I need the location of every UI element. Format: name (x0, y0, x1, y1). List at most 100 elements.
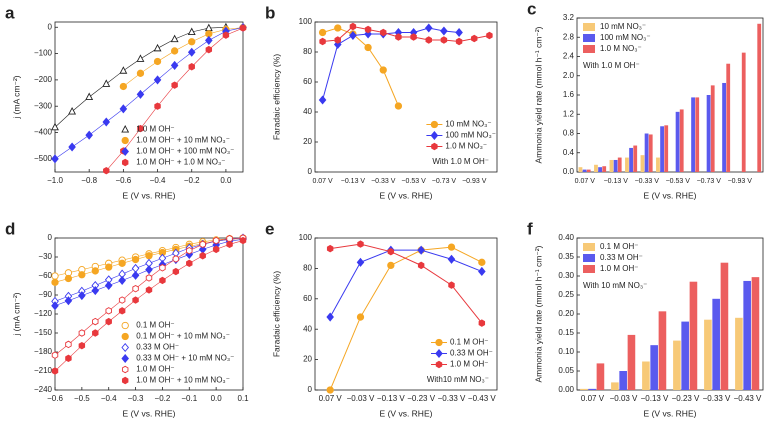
marker (478, 319, 486, 327)
x-axis-label: E (V vs. RHE) (380, 408, 433, 418)
marker (334, 36, 341, 44)
bar (594, 164, 598, 172)
series-line (322, 27, 460, 101)
x-tick-label: −0.73 V (432, 178, 457, 185)
marker (379, 66, 387, 74)
x-axis-label: E (V vs. RHE) (644, 190, 697, 200)
marker (85, 130, 93, 140)
marker (121, 332, 129, 341)
bar (640, 155, 645, 172)
x-tick-label: −0.23 V (407, 394, 435, 403)
marker (105, 317, 112, 326)
marker (318, 28, 327, 37)
marker (51, 272, 59, 280)
x-tick-label: −0.13 V (604, 178, 629, 185)
marker (199, 252, 206, 260)
marker (104, 280, 113, 291)
x-tick-label: 0.0 (211, 394, 223, 403)
marker (326, 386, 334, 394)
x-tick-label: −0.13 V (377, 394, 405, 403)
y-tick-label: −90 (38, 290, 52, 299)
x-tick-label: −0.33 V (635, 178, 660, 185)
marker (118, 296, 126, 304)
marker (78, 271, 86, 279)
marker (326, 312, 334, 322)
marker (435, 348, 443, 359)
panel-label: e (265, 219, 274, 238)
marker (105, 307, 112, 315)
marker (417, 245, 425, 255)
bar (695, 97, 700, 172)
bar (580, 388, 588, 390)
marker (121, 136, 129, 145)
marker (387, 261, 395, 270)
legend-label: 0.1 M OH⁻ (136, 321, 174, 330)
bar (582, 169, 587, 172)
marker (121, 158, 129, 167)
y-tick-label: 0.0 (563, 167, 575, 176)
bar (648, 134, 653, 172)
bar (726, 63, 731, 172)
y-axis-label: Faradaic efficiency (%) (271, 271, 281, 357)
legend-label: 0.33 M OH⁻ (600, 253, 643, 262)
x-tick-label: −0.1 (181, 394, 197, 403)
x-tick-label: −0.4 (101, 394, 117, 403)
bar (681, 321, 689, 390)
marker (145, 274, 153, 282)
bar (675, 111, 680, 172)
marker (64, 274, 73, 283)
y-tick-label: −300 (34, 101, 53, 110)
y-tick-label: 0.10 (558, 347, 574, 356)
marker (326, 244, 334, 253)
marker (170, 60, 179, 70)
legend-label: 1.0 M NO₃⁻ (600, 44, 642, 53)
marker (349, 30, 357, 41)
bar (609, 159, 614, 172)
x-tick-label: −0.3 (128, 394, 144, 403)
marker (92, 329, 99, 337)
legend-label: 1.0 M OH⁻ + 100 mM NO₃⁻ (136, 147, 234, 156)
y-tick-label: 0.40 (558, 233, 574, 242)
bar (656, 157, 660, 172)
bar (720, 262, 729, 390)
legend-label: 10 mM NO₃⁻ (445, 120, 491, 129)
marker (380, 28, 387, 37)
marker (65, 340, 72, 349)
marker (394, 102, 403, 110)
y-tick-label: 1.2 (563, 109, 575, 118)
panel-label: c (527, 0, 536, 18)
marker (318, 95, 327, 105)
marker (395, 33, 402, 41)
marker (92, 317, 99, 326)
y-tick-label: 2.0 (563, 71, 575, 80)
x-tick-label: −0.6 (47, 394, 63, 403)
marker (153, 75, 162, 85)
marker (131, 255, 140, 264)
marker (425, 36, 432, 44)
marker (172, 255, 180, 263)
x-tick-label: −0.8 (81, 176, 97, 185)
marker (78, 341, 86, 350)
x-tick-label: −0.03 V (347, 394, 375, 403)
y-tick-label: 2.8 (563, 32, 575, 41)
marker (171, 81, 178, 89)
marker (417, 261, 425, 270)
x-tick-label: −0.23 V (672, 394, 700, 403)
bar (735, 317, 743, 390)
marker (455, 27, 463, 38)
marker (478, 258, 486, 266)
marker (121, 146, 129, 157)
marker (319, 37, 326, 46)
x-tick-label: 0.07 V (581, 394, 605, 403)
bar (679, 109, 684, 172)
series-line (322, 25, 490, 43)
x-tick-label: −0.73 V (697, 178, 722, 185)
marker (187, 27, 196, 36)
bar (586, 169, 591, 172)
y-tick-label: −240 (34, 385, 53, 394)
bar (625, 157, 629, 172)
legend-label: 0.33 M OH⁻ (136, 343, 179, 352)
legend-label: 1.0 M OH⁻ (136, 125, 174, 134)
legend-swatch (583, 243, 595, 251)
marker (204, 23, 213, 32)
